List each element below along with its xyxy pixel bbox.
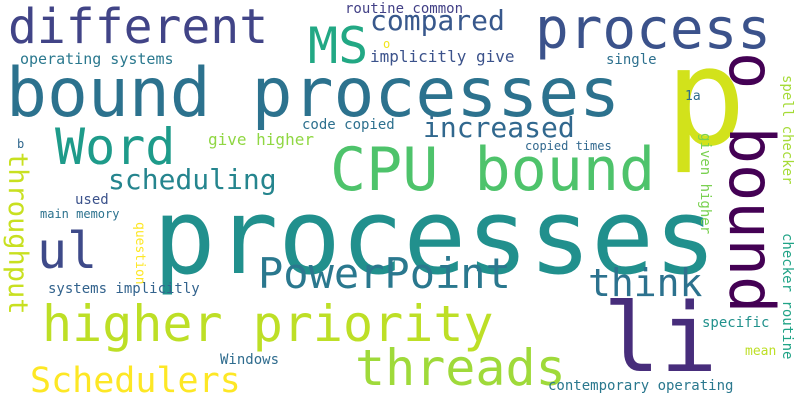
word-li: li <box>603 284 718 394</box>
word-windows: Windows <box>220 352 280 368</box>
word-higher-priority: higher priority <box>42 295 494 353</box>
word-powerpoint: PowerPoint <box>258 249 511 298</box>
word-b: b <box>17 137 25 151</box>
word-used: used <box>75 192 109 208</box>
word-p: p <box>665 19 747 176</box>
word-think: think <box>588 261 703 305</box>
word-word: Word <box>55 118 176 176</box>
word-checker-routine: checker routine <box>779 233 795 360</box>
word-process: process <box>535 0 772 62</box>
word-mean: mean <box>745 344 777 359</box>
word-different: different <box>8 0 269 55</box>
word-give-higher: give higher <box>208 130 314 149</box>
word-1a: 1a <box>685 89 701 104</box>
word-cpu-bound: CPU bound <box>330 135 656 205</box>
word-ms: MS <box>308 17 369 75</box>
word-contemporary-operating: contemporary operating <box>548 378 734 394</box>
word-threads: threads <box>355 339 566 397</box>
word-question: question <box>132 222 147 285</box>
word-implicitly-give: implicitly give <box>370 47 515 66</box>
word-copied-times: copied times <box>525 139 612 153</box>
word-schedulers: Schedulers <box>30 361 241 400</box>
word-processes: processes <box>153 176 717 298</box>
word-specific: specific <box>702 315 770 331</box>
word-code-copied: code copied <box>302 117 395 133</box>
word-ul: ul <box>37 222 98 280</box>
word-main-memory: main memory <box>40 207 120 221</box>
word-given-higher: given higher <box>697 133 713 235</box>
word-single: single <box>606 52 657 68</box>
word-operating-systems: operating systems <box>20 50 174 68</box>
word-spell-checker: spell checker <box>779 75 795 185</box>
word-systems-implicitly: systems implicitly <box>48 281 200 297</box>
word-scheduling: scheduling <box>108 163 277 196</box>
word-bound-processes: bound processes <box>6 54 621 133</box>
word-o: o <box>383 37 391 51</box>
word-o-bound: o bound <box>715 52 788 314</box>
word-compared: compared <box>370 4 505 37</box>
word-routine-common: routine common <box>345 1 464 17</box>
word-throughput: throughput <box>2 152 33 315</box>
word-increased: increased <box>423 111 575 144</box>
